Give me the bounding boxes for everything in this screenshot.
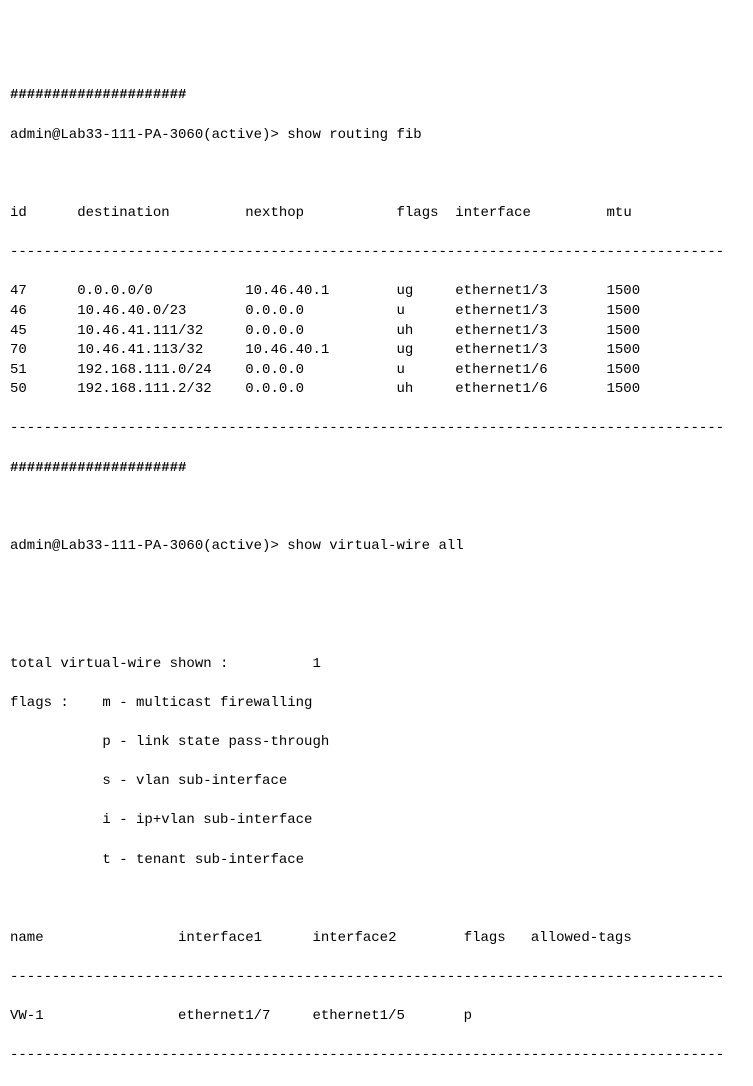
fib-divider-top: ----------------------------------------… <box>10 243 743 263</box>
vw-flag-t: t - tenant sub-interface <box>102 852 304 868</box>
fib-col-mtu: mtu <box>607 205 632 221</box>
vw-total-label: total virtual-wire shown : <box>10 656 312 672</box>
vw-col-name: name <box>10 930 178 946</box>
vw-total-value: 1 <box>312 656 320 672</box>
fib-col-interface: interface <box>455 205 606 221</box>
vw-col-interface2: interface2 <box>312 930 463 946</box>
fib-col-nexthop: nexthop <box>245 205 396 221</box>
vw-flag-m: m - multicast firewalling <box>102 695 312 711</box>
blank-line <box>10 165 743 185</box>
fib-header-row: id destination nexthop flags interface m… <box>10 204 743 224</box>
vw-flag-s: s - vlan sub-interface <box>102 773 287 789</box>
fib-row: 45 10.46.41.111/32 0.0.0.0 uh ethernet1/… <box>10 322 743 342</box>
vw-flag-indent <box>10 734 102 750</box>
vw-flag-i: i - ip+vlan sub-interface <box>102 812 312 828</box>
vw-col-interface1: interface1 <box>178 930 312 946</box>
vw-flag-line: p - link state pass-through <box>10 733 743 753</box>
vw-flags-intro: flags : <box>10 695 102 711</box>
fib-row: 46 10.46.40.0/23 0.0.0.0 u ethernet1/3 1… <box>10 302 743 322</box>
fib-row: 47 0.0.0.0/0 10.46.40.1 ug ethernet1/3 1… <box>10 282 743 302</box>
fib-row: 51 192.168.111.0/24 0.0.0.0 u ethernet1/… <box>10 361 743 381</box>
vw-header-row: name interface1 interface2 flags allowed… <box>10 929 743 949</box>
vw-flag-indent <box>10 812 102 828</box>
vw-divider-top: ----------------------------------------… <box>10 968 743 988</box>
vw-flag-p: p - link state pass-through <box>102 734 329 750</box>
separator-mid: ##################### <box>10 459 743 479</box>
fib-col-id: id <box>10 205 77 221</box>
blank-line <box>10 890 743 910</box>
blank-line <box>10 615 743 635</box>
vw-flag-line: t - tenant sub-interface <box>10 851 743 871</box>
vw-total-line: total virtual-wire shown : 1 <box>10 655 743 675</box>
vw-flag-indent <box>10 773 102 789</box>
vw-col-allowed-tags: allowed-tags <box>531 930 632 946</box>
vw-flag-indent <box>10 852 102 868</box>
prompt-show-routing-fib: admin@Lab33-111-PA-3060(active)> show ro… <box>10 126 743 146</box>
vw-flag-line: s - vlan sub-interface <box>10 772 743 792</box>
vw-col-flags: flags <box>464 930 531 946</box>
fib-row: 70 10.46.41.113/32 10.46.40.1 ug etherne… <box>10 341 743 361</box>
fib-col-flags: flags <box>396 205 455 221</box>
fib-row: 50 192.168.111.2/32 0.0.0.0 uh ethernet1… <box>10 380 743 400</box>
separator-top: ##################### <box>10 86 743 106</box>
blank-line <box>10 576 743 596</box>
fib-divider-bottom: ----------------------------------------… <box>10 419 743 439</box>
blank-line <box>10 498 743 518</box>
vw-row: VW-1 ethernet1/7 ethernet1/5 p <box>10 1007 743 1027</box>
vw-divider-bottom: ----------------------------------------… <box>10 1046 743 1066</box>
fib-col-destination: destination <box>77 205 245 221</box>
vw-flag-line: i - ip+vlan sub-interface <box>10 811 743 831</box>
prompt-show-virtual-wire: admin@Lab33-111-PA-3060(active)> show vi… <box>10 537 743 557</box>
vw-flags-intro-line: flags : m - multicast firewalling <box>10 694 743 714</box>
